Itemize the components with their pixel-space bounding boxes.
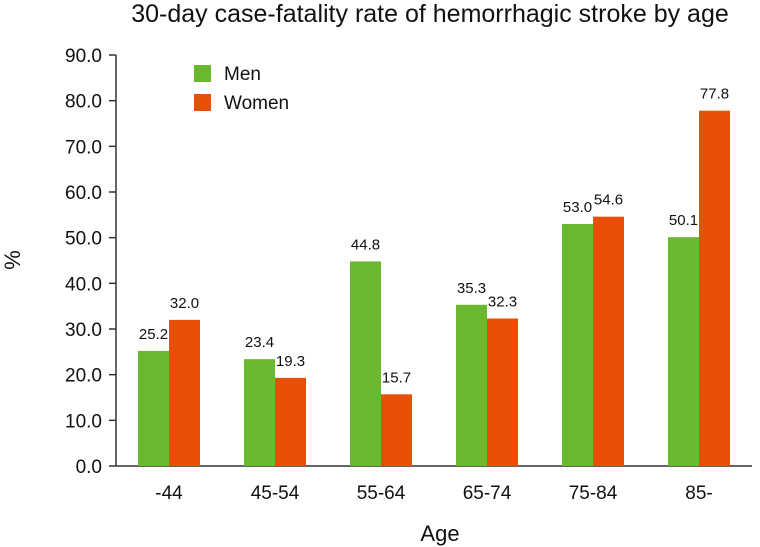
bar-men xyxy=(456,304,487,466)
data-label-men: 44.8 xyxy=(351,236,380,253)
data-label-women: 15.7 xyxy=(382,369,411,386)
bar-men xyxy=(562,223,593,466)
data-label-men: 23.4 xyxy=(245,334,274,351)
y-tick-label: 10.0 xyxy=(65,411,102,432)
bar-women xyxy=(487,318,518,466)
y-tick-label: 30.0 xyxy=(65,320,102,341)
x-tick-label: 55-64 xyxy=(357,483,406,504)
data-label-men: 53.0 xyxy=(563,199,592,216)
data-label-men: 25.2 xyxy=(139,326,168,343)
x-tick-label: 65-74 xyxy=(463,483,512,504)
y-tick-label: 50.0 xyxy=(65,229,102,250)
bar-men xyxy=(668,237,699,466)
y-tick-label: 80.0 xyxy=(65,92,102,113)
data-label-men: 35.3 xyxy=(457,280,486,297)
category-labels: -44 45-54 55-64 65-74 75-84 85- xyxy=(155,483,712,504)
bar-women xyxy=(275,377,306,466)
legend: Men Women xyxy=(194,64,289,114)
chart-title: 30-day case-fatality rate of hemorrhagic… xyxy=(131,0,729,28)
legend-label-men: Men xyxy=(224,64,261,85)
x-axis-title: Age xyxy=(420,521,459,546)
y-tick-label: 60.0 xyxy=(65,183,102,204)
x-tick-label: 75-84 xyxy=(569,483,618,504)
bar-men xyxy=(244,359,275,466)
bar-women xyxy=(593,216,624,466)
legend-swatch-women xyxy=(194,94,211,111)
y-tick-label: 70.0 xyxy=(65,137,102,158)
data-label-women: 19.3 xyxy=(276,353,305,370)
bar-men xyxy=(138,350,169,466)
data-label-women: 32.0 xyxy=(170,295,199,312)
x-tick-label: 45-54 xyxy=(251,483,300,504)
y-tick-label: 0.0 xyxy=(76,457,102,478)
y-tick-label: 90.0 xyxy=(65,46,102,67)
y-tick-label: 20.0 xyxy=(65,366,102,387)
bars xyxy=(138,110,730,467)
x-tick-label: 85- xyxy=(685,483,712,504)
data-label-men: 50.1 xyxy=(669,212,698,229)
legend-swatch-men xyxy=(194,65,211,82)
y-tick-label: 40.0 xyxy=(65,274,102,295)
x-tick-label: -44 xyxy=(155,483,183,504)
bar-women xyxy=(169,319,200,466)
bar-women xyxy=(381,394,412,466)
bar-men xyxy=(350,261,381,466)
legend-label-women: Women xyxy=(224,93,289,114)
data-label-women: 32.3 xyxy=(488,293,517,310)
y-ticks: 0.0 10.0 20.0 30.0 40.0 50.0 60.0 70.0 80.0 90.0 xyxy=(65,46,116,478)
data-label-women: 77.8 xyxy=(700,86,729,103)
data-labels: 25.232.0 23.419.3 44.8 15.7 35.332.3 53.0 54.6… xyxy=(139,86,729,387)
data-label-women: 54.6 xyxy=(594,192,623,209)
bar-women xyxy=(699,110,730,467)
y-axis-title: % xyxy=(0,250,25,270)
